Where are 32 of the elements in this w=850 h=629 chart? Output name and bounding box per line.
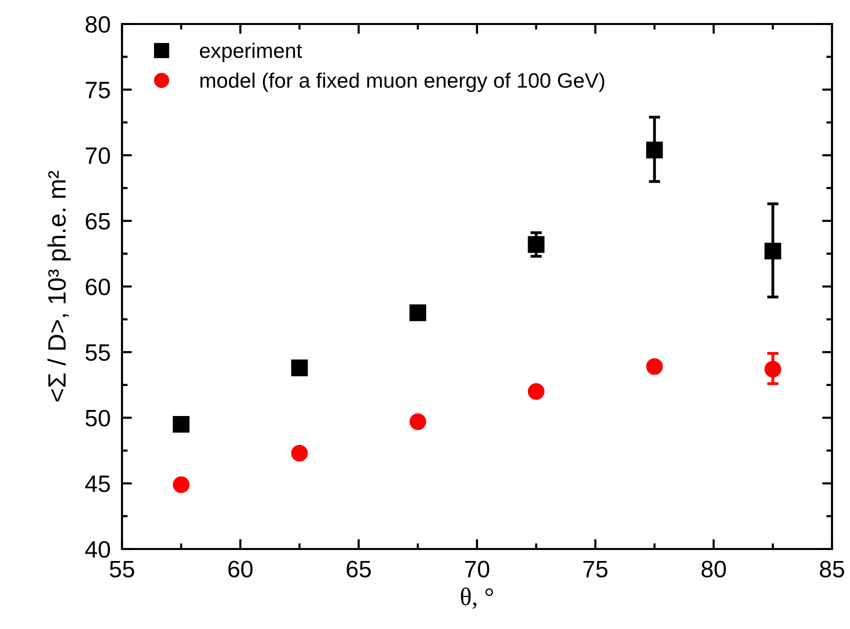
point xyxy=(646,142,663,158)
legend-label: experiment xyxy=(200,42,302,62)
y-tick-label: 50 xyxy=(86,410,110,427)
point xyxy=(528,236,544,253)
point xyxy=(764,360,782,378)
point xyxy=(172,476,190,494)
y-tick-label: 75 xyxy=(86,82,110,98)
x-tick-label: 85 xyxy=(820,560,844,578)
x-tick-label: 75 xyxy=(583,560,608,578)
point xyxy=(291,444,308,462)
y-tick-label: 70 xyxy=(86,147,110,164)
y-axis-title: <Σ / D>, 10³ ph.e. m² xyxy=(47,170,71,402)
x-tick-label: 55 xyxy=(110,560,134,578)
y-tick-label: 65 xyxy=(86,212,110,230)
point xyxy=(528,383,544,400)
x-tick-label: 60 xyxy=(228,560,253,578)
y-tick-label: 80 xyxy=(86,16,110,33)
x-tick-label: 70 xyxy=(465,560,490,578)
point xyxy=(410,304,426,322)
point xyxy=(172,416,190,433)
y-tick-label: 55 xyxy=(86,344,110,361)
y-tick-label: 40 xyxy=(85,541,110,558)
y-tick-label: 60 xyxy=(86,278,110,296)
point xyxy=(410,413,426,430)
point xyxy=(291,360,308,376)
x-tick-label: 80 xyxy=(702,560,726,578)
legend-label: model (for a fixed muon energy of 100 GeV) xyxy=(200,72,604,92)
x-axis-title: θ, ° xyxy=(460,588,494,609)
y-tick-label: 45 xyxy=(85,476,110,492)
point xyxy=(646,358,663,375)
point xyxy=(764,242,782,260)
x-tick-label: 65 xyxy=(346,560,371,578)
